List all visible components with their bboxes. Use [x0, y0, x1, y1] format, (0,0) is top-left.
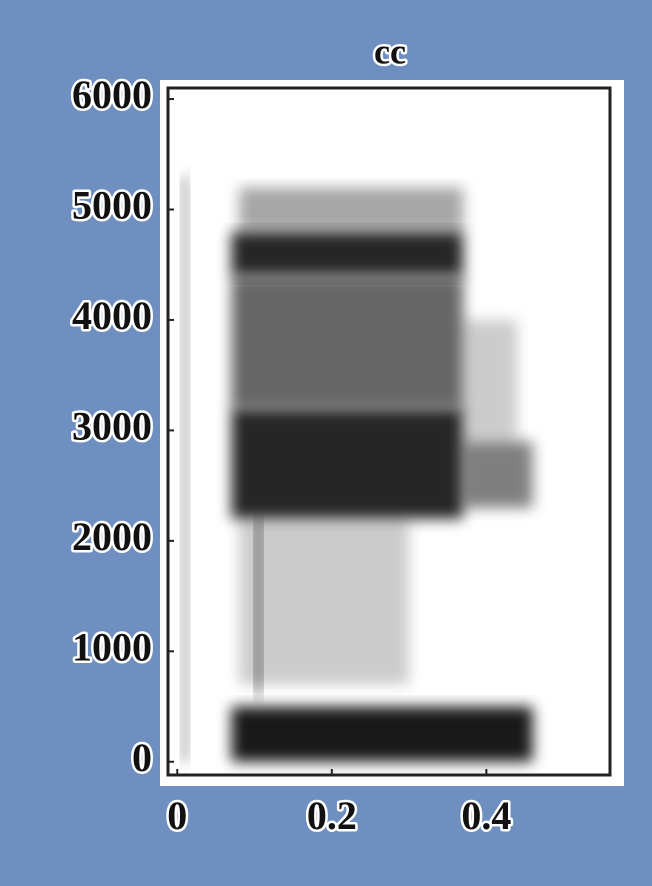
energy-region	[181, 176, 189, 762]
energy-region	[239, 187, 464, 232]
y-tick-label: 4000	[72, 293, 152, 338]
chart-title: cc	[374, 31, 406, 71]
y-tick-label: 1000	[72, 624, 152, 669]
energy-region	[231, 231, 464, 276]
x-tick-label: 0.2	[307, 793, 357, 838]
energy-region	[231, 706, 533, 762]
energy-region	[239, 518, 410, 685]
plot-frame	[166, 86, 612, 777]
energy-region	[254, 518, 263, 696]
energy-region	[231, 275, 464, 409]
energy-region	[463, 441, 533, 508]
y-tick-label: 2000	[72, 514, 152, 559]
energy-region	[231, 408, 464, 519]
y-tick-label: 0	[132, 735, 152, 780]
y-tick-label: 6000	[72, 72, 152, 117]
x-tick-label: 0.4	[461, 793, 511, 838]
y-tick-label: 5000	[72, 183, 152, 228]
x-tick-label: 0	[167, 793, 187, 838]
y-tick-label: 3000	[72, 404, 152, 449]
energy-region	[463, 319, 518, 442]
